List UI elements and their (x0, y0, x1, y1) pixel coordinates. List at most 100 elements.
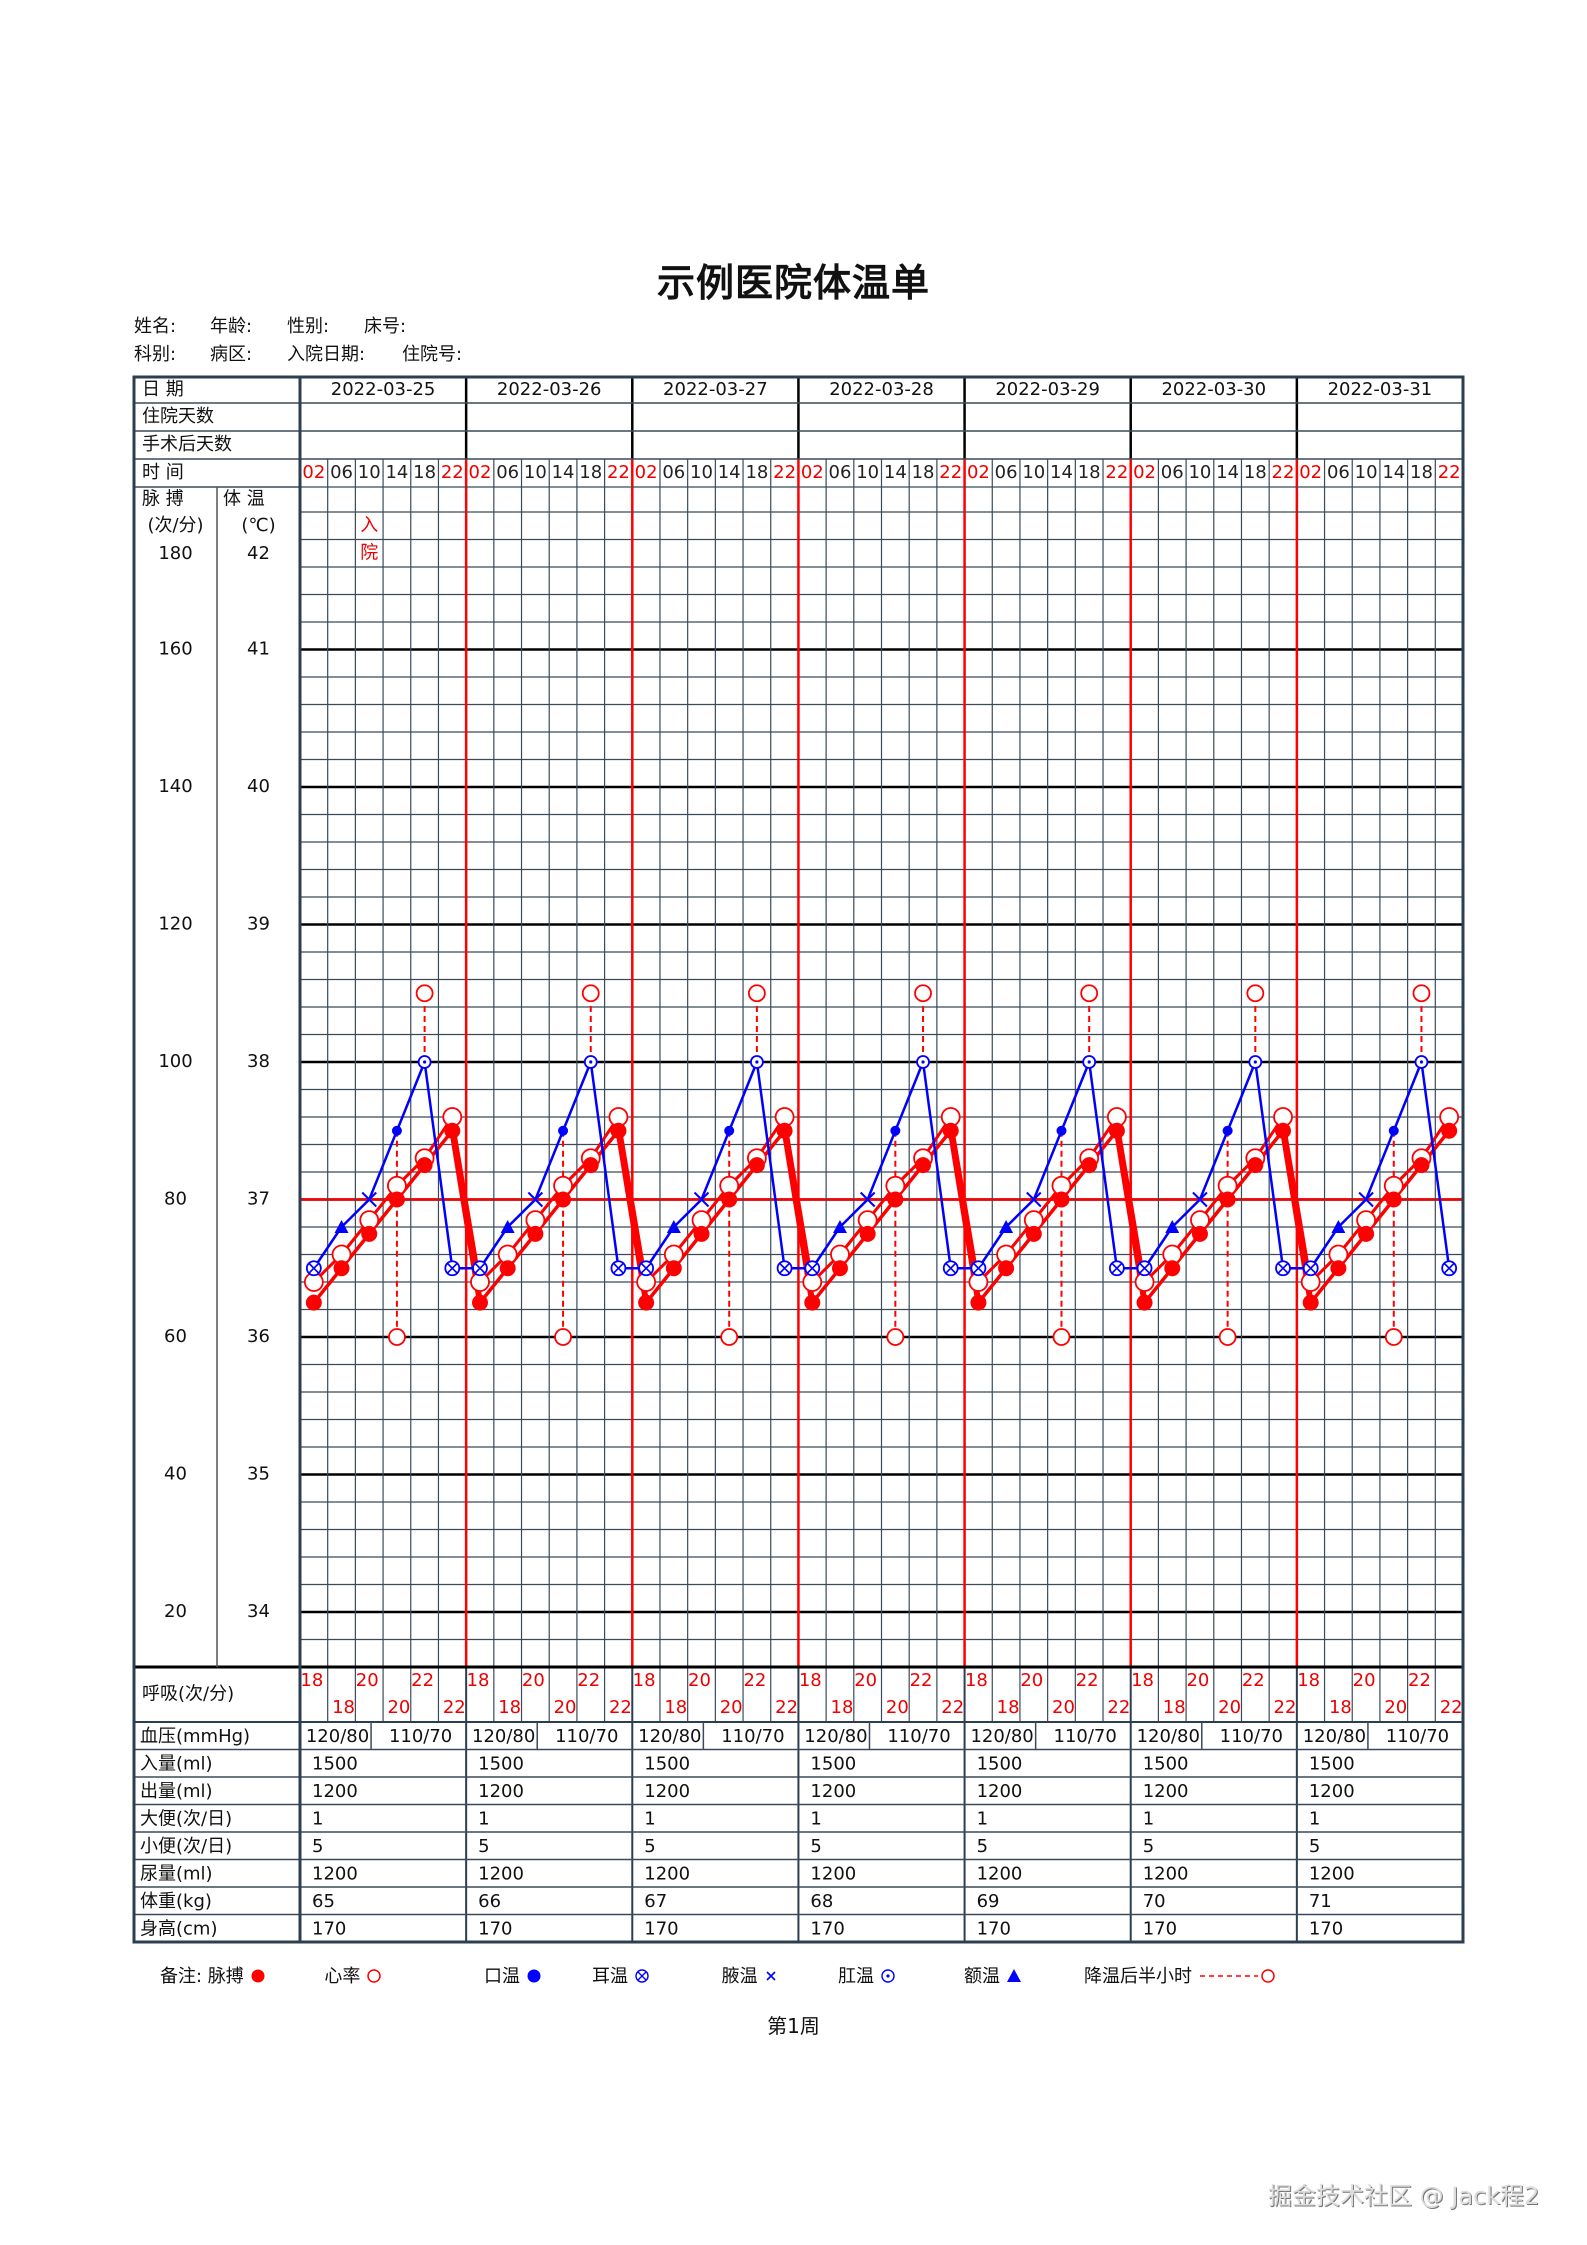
urine-volume-value: 1200 (644, 1863, 690, 1884)
blood-pressure-row-label: 血压(mmHg) (140, 1726, 250, 1747)
axillary-temp-x-icon (859, 1191, 876, 1208)
forehead-temp-triangle-icon (334, 1220, 349, 1233)
age-label: 年龄: (210, 316, 253, 337)
oral-temp-dot-icon (1388, 1125, 1399, 1136)
legend-label: 腋温 (721, 1966, 758, 1987)
pulse-filled-circle-icon (555, 1191, 572, 1208)
time-slot-cell: 10 (690, 462, 713, 483)
pulse-filled-circle-icon (1191, 1225, 1208, 1242)
weight-value: 69 (977, 1891, 1000, 1912)
time-slot-cell: 14 (1382, 462, 1405, 483)
legend-item: 降温后半小时 (1084, 1962, 1278, 1988)
urination-value: 5 (977, 1836, 988, 1857)
urine-volume-row-label: 尿量(ml) (140, 1863, 213, 1884)
blood-pressure-am: 120/80 (804, 1726, 867, 1747)
respiration-value: 22 (1440, 1697, 1463, 1718)
pulse-filled-circle-icon (610, 1122, 627, 1139)
pulse-filled-circle-icon (444, 1122, 461, 1139)
time-slot-cell: 14 (718, 462, 741, 483)
urination-value: 5 (810, 1836, 821, 1857)
pulse-tick-label: 20 (164, 1601, 187, 1622)
blood-pressure-am: 120/80 (1303, 1726, 1366, 1747)
respiration-value: 18 (997, 1697, 1020, 1718)
blood-pressure-am: 120/80 (472, 1726, 535, 1747)
pulse-tick-label: 80 (164, 1189, 187, 1210)
axillary-temp-x-icon (693, 1191, 710, 1208)
blood-pressure-am: 120/80 (1137, 1726, 1200, 1747)
cooling-open-circle-icon (1384, 1328, 1403, 1346)
output-value: 1200 (977, 1781, 1023, 1802)
height-value: 170 (1309, 1918, 1343, 1939)
time-slot-cell: 06 (829, 462, 852, 483)
stool-value: 1 (1309, 1808, 1320, 1829)
temp-tick-label: 37 (247, 1189, 270, 1210)
respiration-value: 20 (688, 1670, 711, 1691)
intake-value: 1500 (977, 1753, 1023, 1774)
respiration-value: 18 (1131, 1670, 1154, 1691)
urine-volume-value: 1200 (977, 1863, 1023, 1884)
date-cell: 2022-03-30 (1161, 379, 1266, 400)
output-value: 1200 (810, 1781, 856, 1802)
legend-item: 腋温 (722, 1962, 780, 1988)
intake-row-label: 入量(ml) (140, 1753, 213, 1774)
legend-label: 耳温 (592, 1966, 628, 1987)
legend-item: 肛温 (838, 1962, 896, 1988)
time-slot-cell: 18 (1244, 462, 1267, 483)
legend-item: 心率 (324, 1962, 382, 1988)
blood-pressure-pm: 110/70 (887, 1726, 950, 1747)
pulse-filled-circle-icon (361, 1225, 378, 1242)
blood-pressure-pm: 110/70 (1386, 1726, 1449, 1747)
blood-pressure-pm: 110/70 (1220, 1726, 1283, 1747)
respiration-value: 22 (1076, 1670, 1099, 1691)
table-frame (132, 375, 1465, 1944)
pulse-filled-circle-icon (388, 1191, 405, 1208)
axillary-temp-x-icon (361, 1191, 377, 1208)
time-slot-cell: 02 (1299, 462, 1322, 483)
legend-label: 脉搏 (207, 1966, 244, 1987)
respiration-value: 20 (1218, 1697, 1241, 1718)
weight-value: 68 (810, 1891, 833, 1912)
height-value: 170 (644, 1918, 678, 1939)
respiration-row-label: 呼吸(次/分) (142, 1684, 234, 1705)
output-value: 1200 (1143, 1781, 1189, 1802)
respiration-value: 18 (799, 1670, 822, 1691)
pulse-filled-circle-icon (831, 1260, 848, 1277)
pulse-filled-circle-icon (748, 1157, 765, 1174)
time-slot-cell: 14 (385, 462, 408, 483)
respiration-value: 22 (577, 1670, 600, 1691)
blood-pressure-pm: 110/70 (1054, 1726, 1117, 1747)
rectal-temp-icon (1253, 1060, 1257, 1064)
pulse-filled-circle-icon (305, 1294, 322, 1311)
rectal-temp-icon (423, 1060, 427, 1064)
date-cell: 2022-03-28 (829, 379, 934, 400)
respiration-value: 22 (411, 1670, 434, 1691)
ward-label: 病区: (210, 344, 253, 365)
urination-value: 5 (478, 1836, 489, 1857)
circle-dot-icon (880, 1966, 896, 1987)
intake-value: 1500 (810, 1753, 856, 1774)
pulse-filled-circle-icon (721, 1191, 738, 1208)
cooling-open-circle-icon (886, 1328, 905, 1346)
urine-volume-value: 1200 (478, 1863, 524, 1884)
rectal-temp-icon (589, 1060, 593, 1064)
weight-value: 65 (312, 1891, 335, 1912)
rectal-temp-icon (1087, 1060, 1091, 1064)
urination-value: 5 (1309, 1836, 1320, 1857)
temperature-line (312, 1060, 1451, 1270)
respiration-value: 18 (1329, 1697, 1352, 1718)
time-slot-cell: 10 (856, 462, 879, 483)
pulse-tick-label: 140 (158, 776, 192, 797)
ear-temp-icon (806, 1262, 818, 1274)
ear-temp-icon (1305, 1262, 1317, 1274)
output-value: 1200 (1309, 1781, 1355, 1802)
dashed-circle-icon (1198, 1966, 1278, 1987)
time-slot-cell: 06 (662, 462, 685, 483)
post-op-days-row-label: 手术后天数 (142, 434, 232, 455)
stool-value: 1 (312, 1808, 323, 1829)
pulse-filled-circle-icon (1219, 1191, 1236, 1208)
stool-value: 1 (810, 1808, 821, 1829)
time-slot-cell: 22 (939, 462, 962, 483)
pulse-filled-circle-icon (1108, 1122, 1125, 1139)
respiration-value: 20 (1052, 1697, 1075, 1718)
